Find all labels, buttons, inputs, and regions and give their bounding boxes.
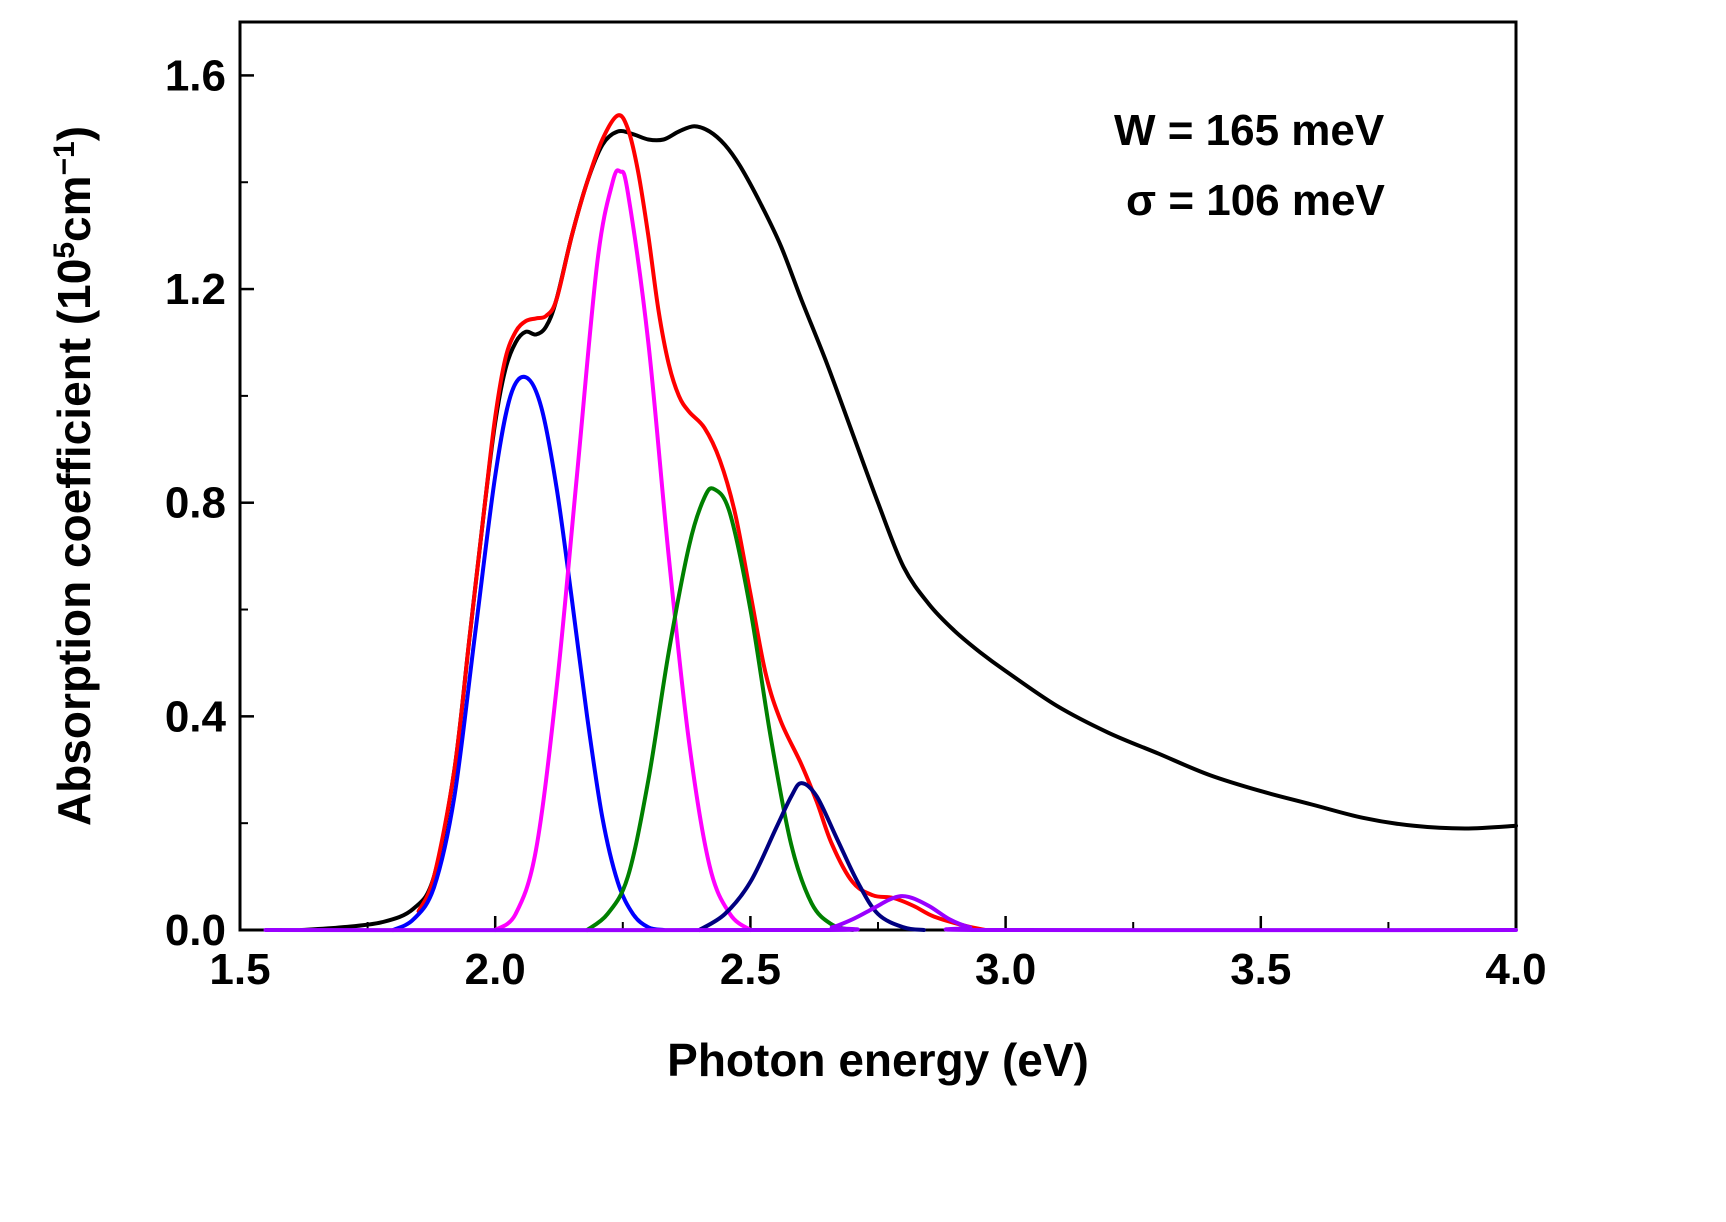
series-line-2 (391, 374, 666, 932)
x-tick-label: 3.5 (1230, 945, 1291, 994)
y-tick-label: 1.6 (165, 51, 226, 100)
series-layer (263, 113, 1518, 933)
x-tick-label: 2.5 (720, 945, 781, 994)
y-axis-title-mid: cm (48, 175, 100, 241)
series-line-4 (585, 486, 855, 932)
series-line-6 (263, 894, 1518, 933)
x-tick-label: 1.5 (209, 945, 270, 994)
annotation-sigma: σ = 106 meV (1126, 176, 1385, 225)
x-tick-label: 2.0 (465, 945, 526, 994)
y-tick-label: 1.2 (165, 265, 226, 314)
y-axis-title-sup2: −1 (48, 141, 81, 175)
y-axis-title-sup1: 5 (48, 242, 81, 259)
plot-frame (238, 20, 1518, 932)
series-line-5 (697, 781, 926, 932)
x-axis-title: Photon energy (eV) (667, 1034, 1089, 1086)
y-axis-title-main: Absorption coefficient (10 (48, 259, 100, 826)
x-tick-label: 4.0 (1485, 945, 1546, 994)
y-tick-label: 0.8 (165, 479, 226, 528)
y-tick-label: 0.0 (165, 906, 226, 955)
y-axis-title-end: ) (48, 126, 100, 141)
axis-ticks: 1.5 2.0 2.5 3.0 3.5 4.0 0.0 0.4 0.8 1.2 1.6 (165, 51, 1547, 994)
y-tick-label: 0.4 (165, 692, 227, 741)
x-tick-label: 3.0 (975, 945, 1036, 994)
series-line-3 (493, 168, 753, 932)
series-line-1 (416, 113, 988, 932)
annotation-w: W = 165 meV (1114, 106, 1385, 155)
y-axis-title: Absorption coefficient (105cm−1) (48, 126, 101, 826)
